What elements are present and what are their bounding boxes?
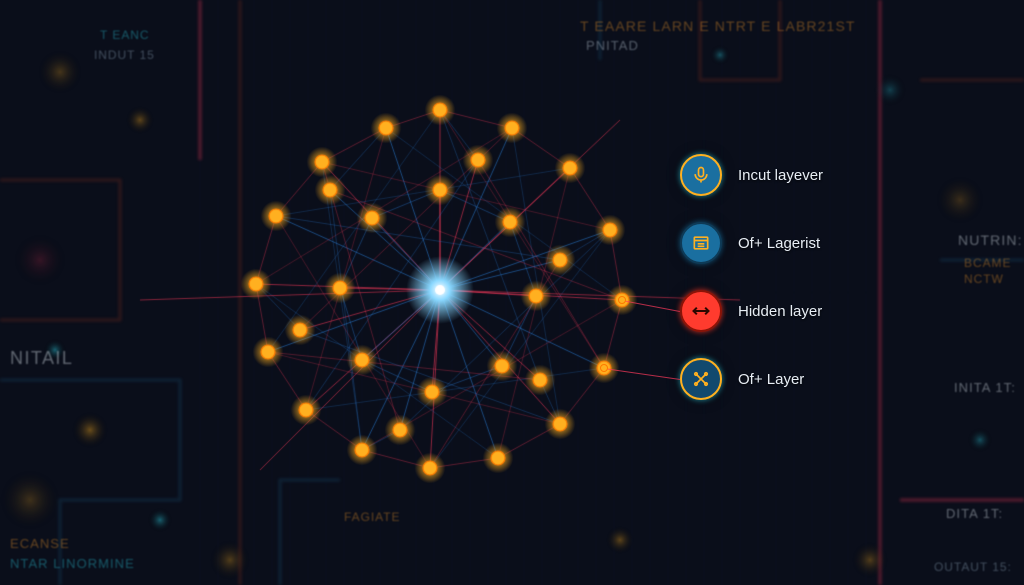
bg-label: FAGIATE (344, 510, 401, 524)
bg-label: OUTAUT 15: (934, 560, 1012, 574)
cross-icon (680, 358, 722, 400)
bg-label: PNITAD (586, 38, 639, 53)
bg-label: T EANC (100, 28, 150, 42)
bg-label: T EAARE LARN E NTRT E LABR21ST (580, 18, 856, 34)
connector-endpoint (618, 296, 626, 304)
legend-item-hidden[interactable]: Hidden layer (680, 290, 823, 332)
legend-item-ofplus[interactable]: Of+ Lagerist (680, 222, 823, 264)
mic-icon (680, 154, 722, 196)
list-icon (680, 222, 722, 264)
bg-label: NTAR LINORMINE (10, 556, 135, 571)
bg-label: NITAIL (10, 348, 73, 369)
legend: Incut layever Of+ Lagerist Hidden layer Of+… (680, 154, 823, 400)
bg-label: BCAME (964, 256, 1011, 270)
legend-item-input[interactable]: Incut layever (680, 154, 823, 196)
bg-label: NUTRIN: (958, 232, 1023, 248)
bg-label: INDUT 15 (94, 48, 155, 62)
bg-label: INITA 1T: (954, 380, 1016, 395)
bg-label: ECANSE (10, 536, 70, 551)
legend-label: Of+ Lagerist (738, 235, 820, 252)
legend-item-oflayer[interactable]: Of+ Layer (680, 358, 823, 400)
arrows-icon (680, 290, 722, 332)
legend-label: Hidden layer (738, 303, 822, 320)
legend-label: Of+ Layer (738, 371, 804, 388)
legend-label: Incut layever (738, 167, 823, 184)
network-diagram-canvas (0, 0, 1024, 585)
connector-endpoint (600, 364, 608, 372)
bg-label: DITA 1T: (946, 506, 1003, 521)
bg-label: NCTW (964, 272, 1004, 286)
